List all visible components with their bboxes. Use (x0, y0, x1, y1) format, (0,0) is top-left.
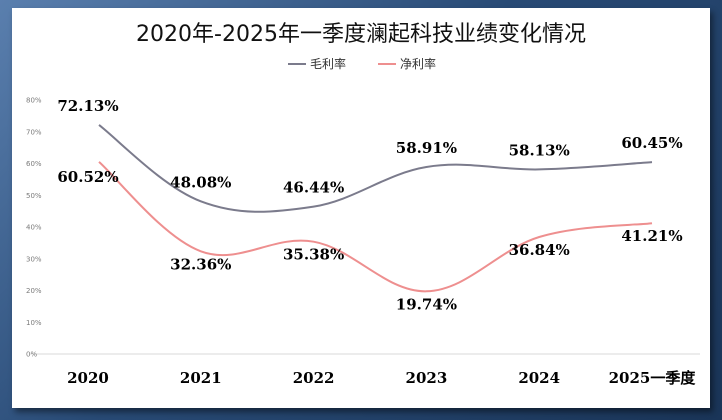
legend-label-net-margin: 净利率 (400, 56, 436, 71)
x-tick-label: 2020 (67, 369, 109, 387)
data-label-net-margin: 19.74% (396, 295, 457, 313)
y-tick-label: 50% (26, 192, 42, 200)
data-label-net-margin: 32.36% (170, 255, 231, 273)
y-tick-label: 70% (26, 128, 42, 136)
chart-title: 2020年-2025年一季度澜起科技业绩变化情况 (136, 22, 586, 47)
y-tick-label: 10% (26, 319, 42, 327)
y-tick-label: 30% (26, 255, 42, 263)
data-label-net-margin: 41.21% (621, 227, 682, 245)
series-line-net-margin (98, 161, 653, 293)
data-label-net-margin: 36.84% (509, 241, 570, 259)
y-tick-label: 0% (26, 351, 37, 359)
series-lines (98, 124, 653, 293)
series-line-gross-margin (98, 124, 653, 213)
chart-card: 2020年-2025年一季度澜起科技业绩变化情况 毛利率 净利率 0% 10% 20… (12, 8, 710, 408)
chart-area: 2020年-2025年一季度澜起科技业绩变化情况 毛利率 净利率 0% 10% 20… (26, 22, 700, 387)
data-label-net-margin: 60.52% (57, 168, 118, 186)
data-label-gross-margin: 46.44% (283, 179, 344, 197)
x-axis-ticks: 2020 2021 2022 2023 2024 2025一季度 (67, 369, 696, 387)
x-tick-label: 2021 (180, 369, 222, 387)
data-label-gross-margin: 58.13% (509, 141, 570, 159)
data-labels: 72.13% 48.08% 46.44% 58.91% 58.13% 60.45% 60.5… (57, 97, 682, 313)
y-tick-label: 80% (26, 97, 42, 105)
y-tick-label: 40% (26, 224, 42, 232)
x-tick-label: 2024 (518, 369, 560, 387)
data-label-net-margin: 35.38% (283, 246, 344, 264)
data-label-gross-margin: 60.45% (621, 134, 682, 152)
data-label-gross-margin: 72.13% (57, 97, 118, 115)
y-axis-ticks: 0% 10% 20% 30% 40% 50% 60% 70% 80% (26, 97, 42, 359)
data-label-gross-margin: 48.08% (170, 173, 231, 191)
x-tick-label: 2022 (293, 369, 335, 387)
x-tick-label: 2023 (406, 369, 448, 387)
x-tick-label: 2025一季度 (609, 369, 697, 387)
legend: 毛利率 净利率 (288, 56, 436, 71)
data-label-gross-margin: 58.91% (396, 139, 457, 157)
legend-label-gross-margin: 毛利率 (310, 56, 346, 71)
y-tick-label: 20% (26, 287, 42, 295)
y-tick-label: 60% (26, 160, 42, 168)
